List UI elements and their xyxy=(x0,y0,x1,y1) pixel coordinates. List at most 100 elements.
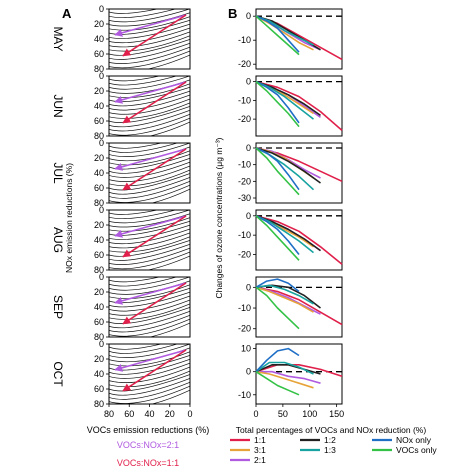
contour-line xyxy=(109,358,190,375)
contour-line xyxy=(109,117,190,136)
y-tick-label: -10 xyxy=(238,303,251,313)
contour-line xyxy=(109,98,190,115)
ozone-chart-may: 0 -10 -20 xyxy=(238,8,343,70)
y-tick-label: -20 xyxy=(238,324,251,334)
series-line-nox-only xyxy=(255,347,300,373)
legend-a-ratio-1-1: VOCs:NOx=1:1 xyxy=(117,458,179,468)
series-line-1-3 xyxy=(255,80,314,120)
series-line-2-1 xyxy=(256,370,321,384)
legend-label: 3:1 xyxy=(254,445,266,455)
contour-line xyxy=(109,374,190,392)
arrow-ratio-1-1 xyxy=(122,81,187,124)
contour-line xyxy=(109,153,190,170)
isopleth-panel-sep: 0 20 40 60 80 SEP xyxy=(51,272,191,342)
y-tick-label: 20 xyxy=(94,153,104,163)
contour-line xyxy=(109,38,190,56)
y-tick-label: 40 xyxy=(94,34,104,44)
isopleth-panel-aug: 0 20 40 60 80 AUG xyxy=(51,205,191,275)
y-tick-label: 40 xyxy=(94,369,104,379)
contour-line xyxy=(109,228,190,245)
contour-line xyxy=(109,344,163,350)
y-tick-label: 60 xyxy=(94,250,104,260)
contour-line xyxy=(146,54,190,69)
contour-line xyxy=(148,121,190,136)
series-line-1-3 xyxy=(255,147,315,191)
y-tick-label: -10 xyxy=(238,35,251,45)
y-tick-label: 0 xyxy=(246,211,251,221)
series-line-vocs-only xyxy=(255,371,300,396)
contour-line xyxy=(109,9,190,23)
contour-line xyxy=(109,220,190,236)
panel-b-ozone-changes: 0-10-200-10-200-10-20-300-10-200-10-2010… xyxy=(238,8,344,419)
legend-a-ratio-2-1: VOCs:NOx=2:1 xyxy=(117,440,179,450)
y-tick-label: 40 xyxy=(94,168,104,178)
legend-label: 1:1 xyxy=(254,435,266,445)
contour-line xyxy=(109,362,190,379)
arrow-ratio-1-1 xyxy=(122,148,187,191)
isopleth-contours xyxy=(109,9,190,69)
x-tick-label: 40 xyxy=(144,409,154,419)
legend-label: 1:2 xyxy=(324,435,336,445)
contour-line xyxy=(109,277,161,283)
y-tick-label: -10 xyxy=(238,390,251,400)
arrow-ratio-2-1 xyxy=(114,148,187,171)
y-tick-label: 0 xyxy=(99,4,104,14)
contour-line xyxy=(109,161,190,178)
series-line-1-2 xyxy=(255,147,321,184)
y-tick-label: 0 xyxy=(246,11,251,21)
y-tick-label: 80 xyxy=(94,399,104,409)
isopleth-contours xyxy=(109,143,190,203)
contour-line xyxy=(109,106,190,123)
contour-line xyxy=(109,143,190,157)
contour-line xyxy=(109,299,190,316)
y-tick-label: 0 xyxy=(99,205,104,215)
y-tick-label: 0 xyxy=(99,272,104,282)
series-line-vocs-only xyxy=(255,15,300,56)
contour-line xyxy=(146,255,190,270)
y-tick-label: -10 xyxy=(238,230,251,240)
contour-line xyxy=(109,157,190,174)
panel-b-xlabel: Total percentages of VOCs and NOx reduct… xyxy=(236,425,427,435)
series-line-1-1 xyxy=(255,80,343,132)
y-tick-label: 80 xyxy=(94,64,104,74)
arrow-ratio-2-1 xyxy=(114,81,187,104)
series-line-3-1 xyxy=(255,15,314,51)
contour-line xyxy=(150,188,190,203)
contour-line xyxy=(109,344,179,354)
arrow-ratio-1-1 xyxy=(122,349,187,392)
isopleth-panel-jun: 0 20 40 60 80 JUN xyxy=(51,71,191,141)
contour-line xyxy=(109,318,190,337)
x-tick-label: 0 xyxy=(253,409,258,419)
series-line-vocs-only xyxy=(255,147,300,196)
panel-frame xyxy=(255,209,343,271)
contour-line xyxy=(109,243,190,261)
arrow-ratio-1-1 xyxy=(122,282,187,325)
series-line-nox-only xyxy=(255,80,300,124)
contour-line xyxy=(109,377,190,396)
contour-line xyxy=(109,385,190,404)
y-tick-label: 60 xyxy=(94,384,104,394)
panel-frame xyxy=(255,8,343,70)
contour-line xyxy=(109,247,190,265)
panel-frame xyxy=(255,75,343,137)
panel-a-xlabel: VOCs emission reductions (%) xyxy=(87,425,210,435)
arrow-ratio-1-1 xyxy=(122,215,187,258)
y-tick-label: 20 xyxy=(94,19,104,29)
series-line-vocs-only xyxy=(255,215,300,261)
contour-line xyxy=(109,224,190,240)
contour-line xyxy=(109,31,190,48)
series-line-1-1 xyxy=(255,363,343,378)
series-line-vocs-only xyxy=(255,80,300,128)
x-tick-label: 100 xyxy=(302,409,317,419)
contour-line xyxy=(109,90,190,107)
y-tick-label: 20 xyxy=(94,354,104,364)
ozone-chart-jul: 0 -10 -20 -30 xyxy=(238,142,343,204)
series-line-1-3 xyxy=(255,215,314,254)
panel-a-isopleths: 0 20 40 60 80 MAY 0 20 40 60 80 JUN 0 20 40 60 80 JUL 0 20 4… xyxy=(51,4,193,419)
contour-line xyxy=(109,239,190,257)
ozone-chart-jun: 0 -10 -20 xyxy=(238,75,343,137)
y-tick-label: 0 xyxy=(246,143,251,153)
series-line-3-1 xyxy=(255,370,314,389)
legend-item-1-3: 1:3 xyxy=(300,445,336,455)
contour-line xyxy=(109,9,177,18)
